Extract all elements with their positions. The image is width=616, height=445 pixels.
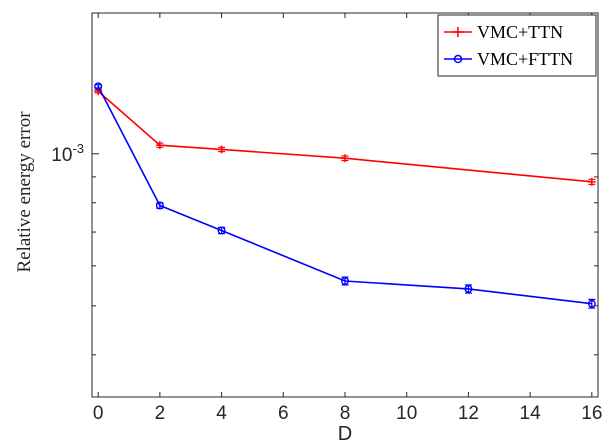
legend-label-ttn: VMC+TTN xyxy=(477,22,563,42)
point-0-1 xyxy=(155,141,164,150)
x-tick-label-0: 0 xyxy=(93,403,104,424)
axes-layer: 0 2 4 6 8 10 12 14 16 10-3 xyxy=(51,13,602,424)
legend-marker-ttn xyxy=(453,27,463,37)
point-1-4 xyxy=(464,284,473,293)
x-tick-label-8: 16 xyxy=(581,403,602,424)
point-1-1 xyxy=(155,201,164,210)
legend-box xyxy=(437,14,597,77)
legend-marker-fttn xyxy=(453,54,463,64)
series-line-1 xyxy=(97,85,592,305)
x-tick-label-6: 12 xyxy=(458,403,479,424)
point-1-5 xyxy=(587,299,596,308)
point-0-3 xyxy=(341,154,349,163)
plot-area xyxy=(91,12,599,398)
point-1-3 xyxy=(341,276,350,285)
series-layer xyxy=(94,82,596,309)
point-1-2 xyxy=(217,226,226,235)
x-axis-label: D xyxy=(338,423,352,445)
point-0-2 xyxy=(217,145,226,154)
point-1-0 xyxy=(94,82,103,91)
x-tick-label-5: 10 xyxy=(396,403,417,424)
x-tick-label-2: 4 xyxy=(216,403,227,424)
x-tick-label-1: 2 xyxy=(155,403,166,424)
y-tick-label-0: 10-3 xyxy=(51,141,84,166)
legend-label-fttn: VMC+FTTN xyxy=(477,49,573,69)
y-axis-label: Relative energy error xyxy=(14,111,35,273)
point-0-4 xyxy=(587,177,596,186)
x-tick-label-3: 6 xyxy=(278,403,289,424)
x-tick-label-7: 14 xyxy=(520,403,542,424)
legend: VMC+TTN VMC+FTTN xyxy=(437,14,597,77)
x-tick-label-4: 8 xyxy=(340,403,351,424)
